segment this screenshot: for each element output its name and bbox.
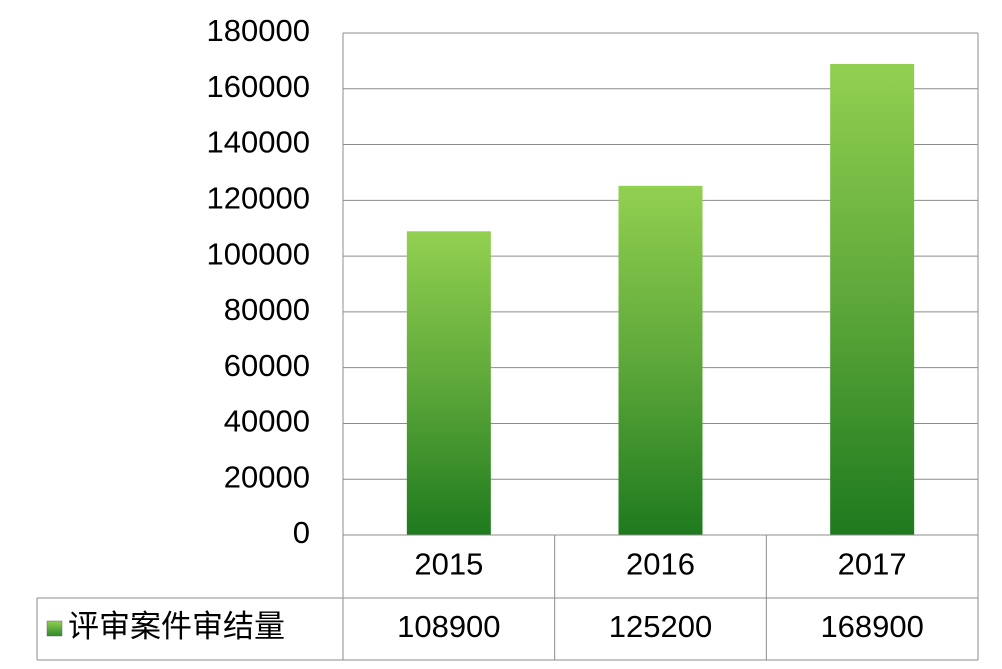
y-tick-label: 120000 (207, 181, 310, 216)
bar (830, 63, 915, 535)
y-tick-label: 20000 (224, 459, 310, 494)
y-tick-label: 160000 (207, 69, 310, 104)
y-tick-label: 100000 (207, 236, 310, 271)
y-tick-label: 40000 (224, 404, 310, 439)
x-tick-label: 2015 (414, 547, 483, 582)
y-tick-label: 60000 (224, 348, 310, 383)
x-tick-label: 2016 (626, 547, 695, 582)
bar (618, 185, 703, 535)
table-value: 168900 (820, 609, 923, 644)
table-value: 108900 (397, 609, 500, 644)
y-tick-label: 140000 (207, 125, 310, 160)
y-tick-label: 180000 (207, 13, 310, 48)
x-tick-label: 2017 (838, 547, 907, 582)
bar (406, 231, 491, 536)
legend-swatch (46, 620, 63, 637)
legend-label: 评审案件审结量 (68, 609, 285, 644)
table-value: 125200 (609, 609, 712, 644)
y-tick-label: 0 (293, 515, 310, 550)
y-tick-label: 80000 (224, 292, 310, 327)
